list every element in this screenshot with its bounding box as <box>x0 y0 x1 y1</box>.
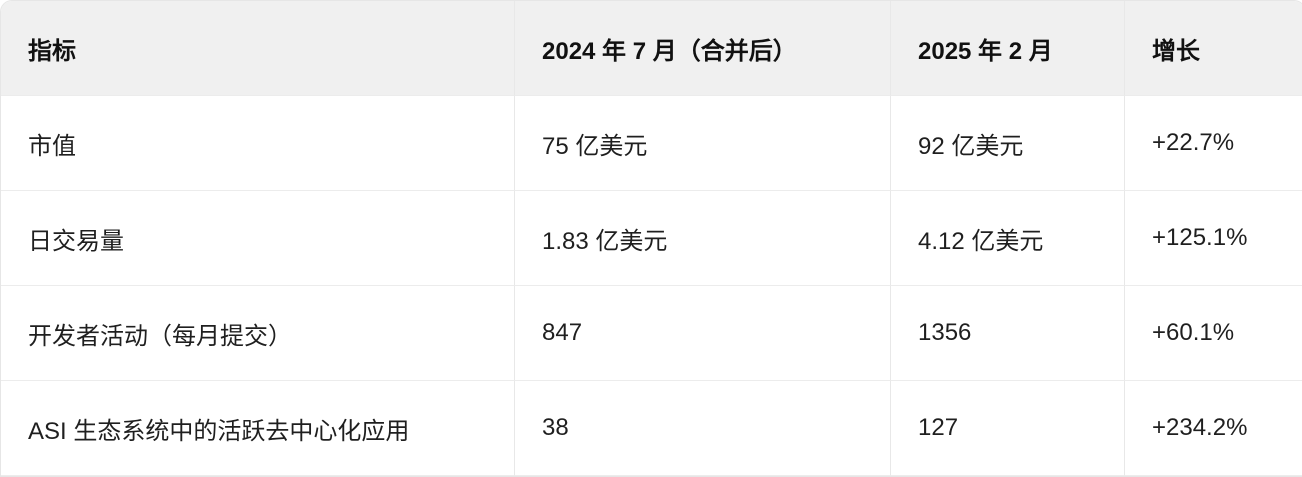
metric-cell: 开发者活动（每月提交） <box>1 286 515 381</box>
header-2025-02: 2025 年 2 月 <box>891 1 1125 96</box>
value-2025-cell: 92 亿美元 <box>891 96 1125 191</box>
table-row: ASI 生态系统中的活跃去中心化应用 38 127 +234.2% <box>1 381 1302 476</box>
metric-cell: ASI 生态系统中的活跃去中心化应用 <box>1 381 515 476</box>
table-row: 市值 75 亿美元 92 亿美元 +22.7% <box>1 96 1302 191</box>
growth-cell: +234.2% <box>1125 381 1302 476</box>
growth-cell: +60.1% <box>1125 286 1302 381</box>
table-header-row: 指标 2024 年 7 月（合并后） 2025 年 2 月 增长 <box>1 1 1302 96</box>
header-growth: 增长 <box>1125 1 1302 96</box>
table-row: 日交易量 1.83 亿美元 4.12 亿美元 +125.1% <box>1 191 1302 286</box>
value-2025-cell: 4.12 亿美元 <box>891 191 1125 286</box>
value-2024-cell: 1.83 亿美元 <box>515 191 891 286</box>
value-2025-cell: 127 <box>891 381 1125 476</box>
header-metric: 指标 <box>1 1 515 96</box>
metric-cell: 市值 <box>1 96 515 191</box>
value-2024-cell: 847 <box>515 286 891 381</box>
metric-cell: 日交易量 <box>1 191 515 286</box>
table-row: 开发者活动（每月提交） 847 1356 +60.1% <box>1 286 1302 381</box>
value-2025-cell: 1356 <box>891 286 1125 381</box>
header-2024-07: 2024 年 7 月（合并后） <box>515 1 891 96</box>
growth-cell: +22.7% <box>1125 96 1302 191</box>
value-2024-cell: 75 亿美元 <box>515 96 891 191</box>
growth-cell: +125.1% <box>1125 191 1302 286</box>
value-2024-cell: 38 <box>515 381 891 476</box>
